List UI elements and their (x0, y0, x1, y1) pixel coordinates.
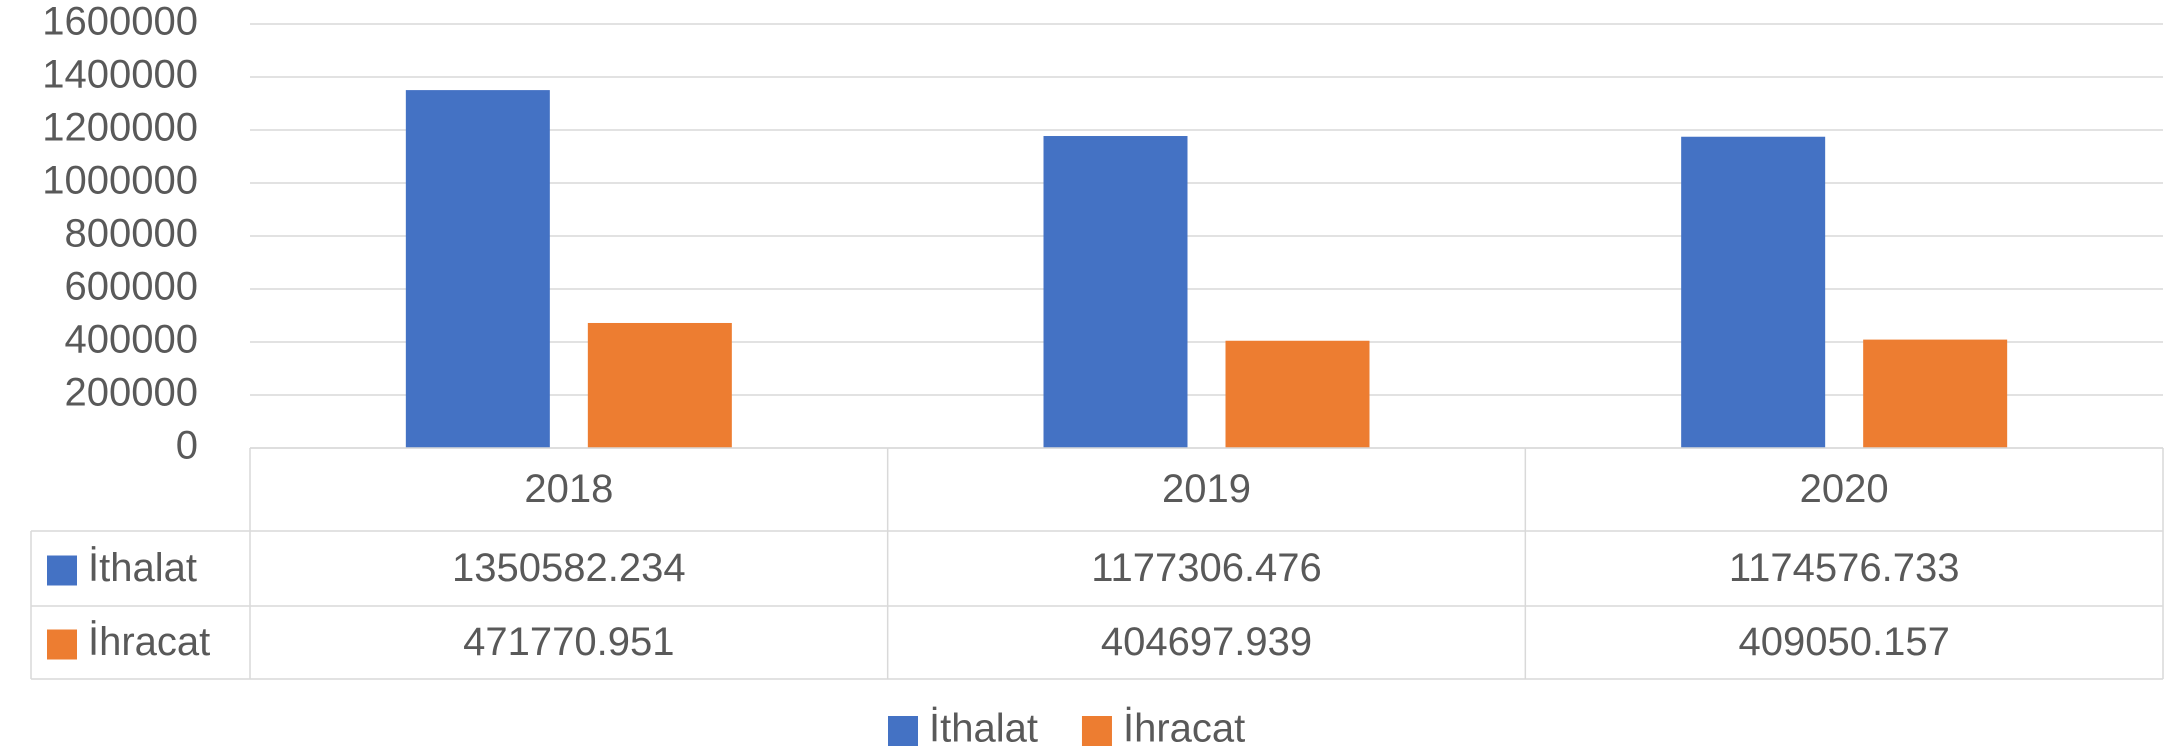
table-cell: 409050.157 (1739, 620, 1950, 664)
legend-key (1081, 716, 1112, 746)
y-tick-label: 1600000 (42, 0, 198, 44)
table-cell: 1174576.733 (1729, 546, 1960, 590)
table-cell: 471770.951 (463, 620, 674, 664)
table-legend-key (47, 555, 77, 586)
bar (587, 322, 732, 448)
x-tick-label: 2019 (1162, 467, 1251, 511)
bar (1043, 136, 1188, 448)
legend-label: İthalat (929, 706, 1038, 751)
bar (1225, 340, 1370, 448)
legend-label: İhracat (1123, 706, 1245, 751)
bar (1863, 339, 2008, 448)
table-legend-key (47, 629, 77, 660)
y-tick-label: 600000 (65, 265, 198, 309)
bar (1681, 136, 1826, 448)
bar (405, 90, 550, 449)
y-tick-label: 1000000 (42, 159, 198, 203)
x-tick-label: 2018 (524, 467, 613, 511)
y-tick-label: 1200000 (42, 106, 198, 150)
table-row-header: İhracat (88, 619, 210, 664)
table-cell: 1177306.476 (1091, 546, 1322, 590)
x-tick-label: 2020 (1800, 467, 1889, 511)
table-cell: 1350582.234 (452, 546, 686, 590)
legend-key (888, 716, 918, 746)
y-tick-label: 400000 (65, 318, 198, 362)
y-tick-label: 800000 (65, 212, 198, 256)
y-tick-label: 0 (176, 424, 198, 468)
table-cell: 404697.939 (1101, 620, 1312, 664)
table-row-header: İthalat (88, 545, 197, 590)
y-tick-label: 200000 (65, 371, 198, 415)
y-tick-label: 1400000 (42, 53, 198, 97)
